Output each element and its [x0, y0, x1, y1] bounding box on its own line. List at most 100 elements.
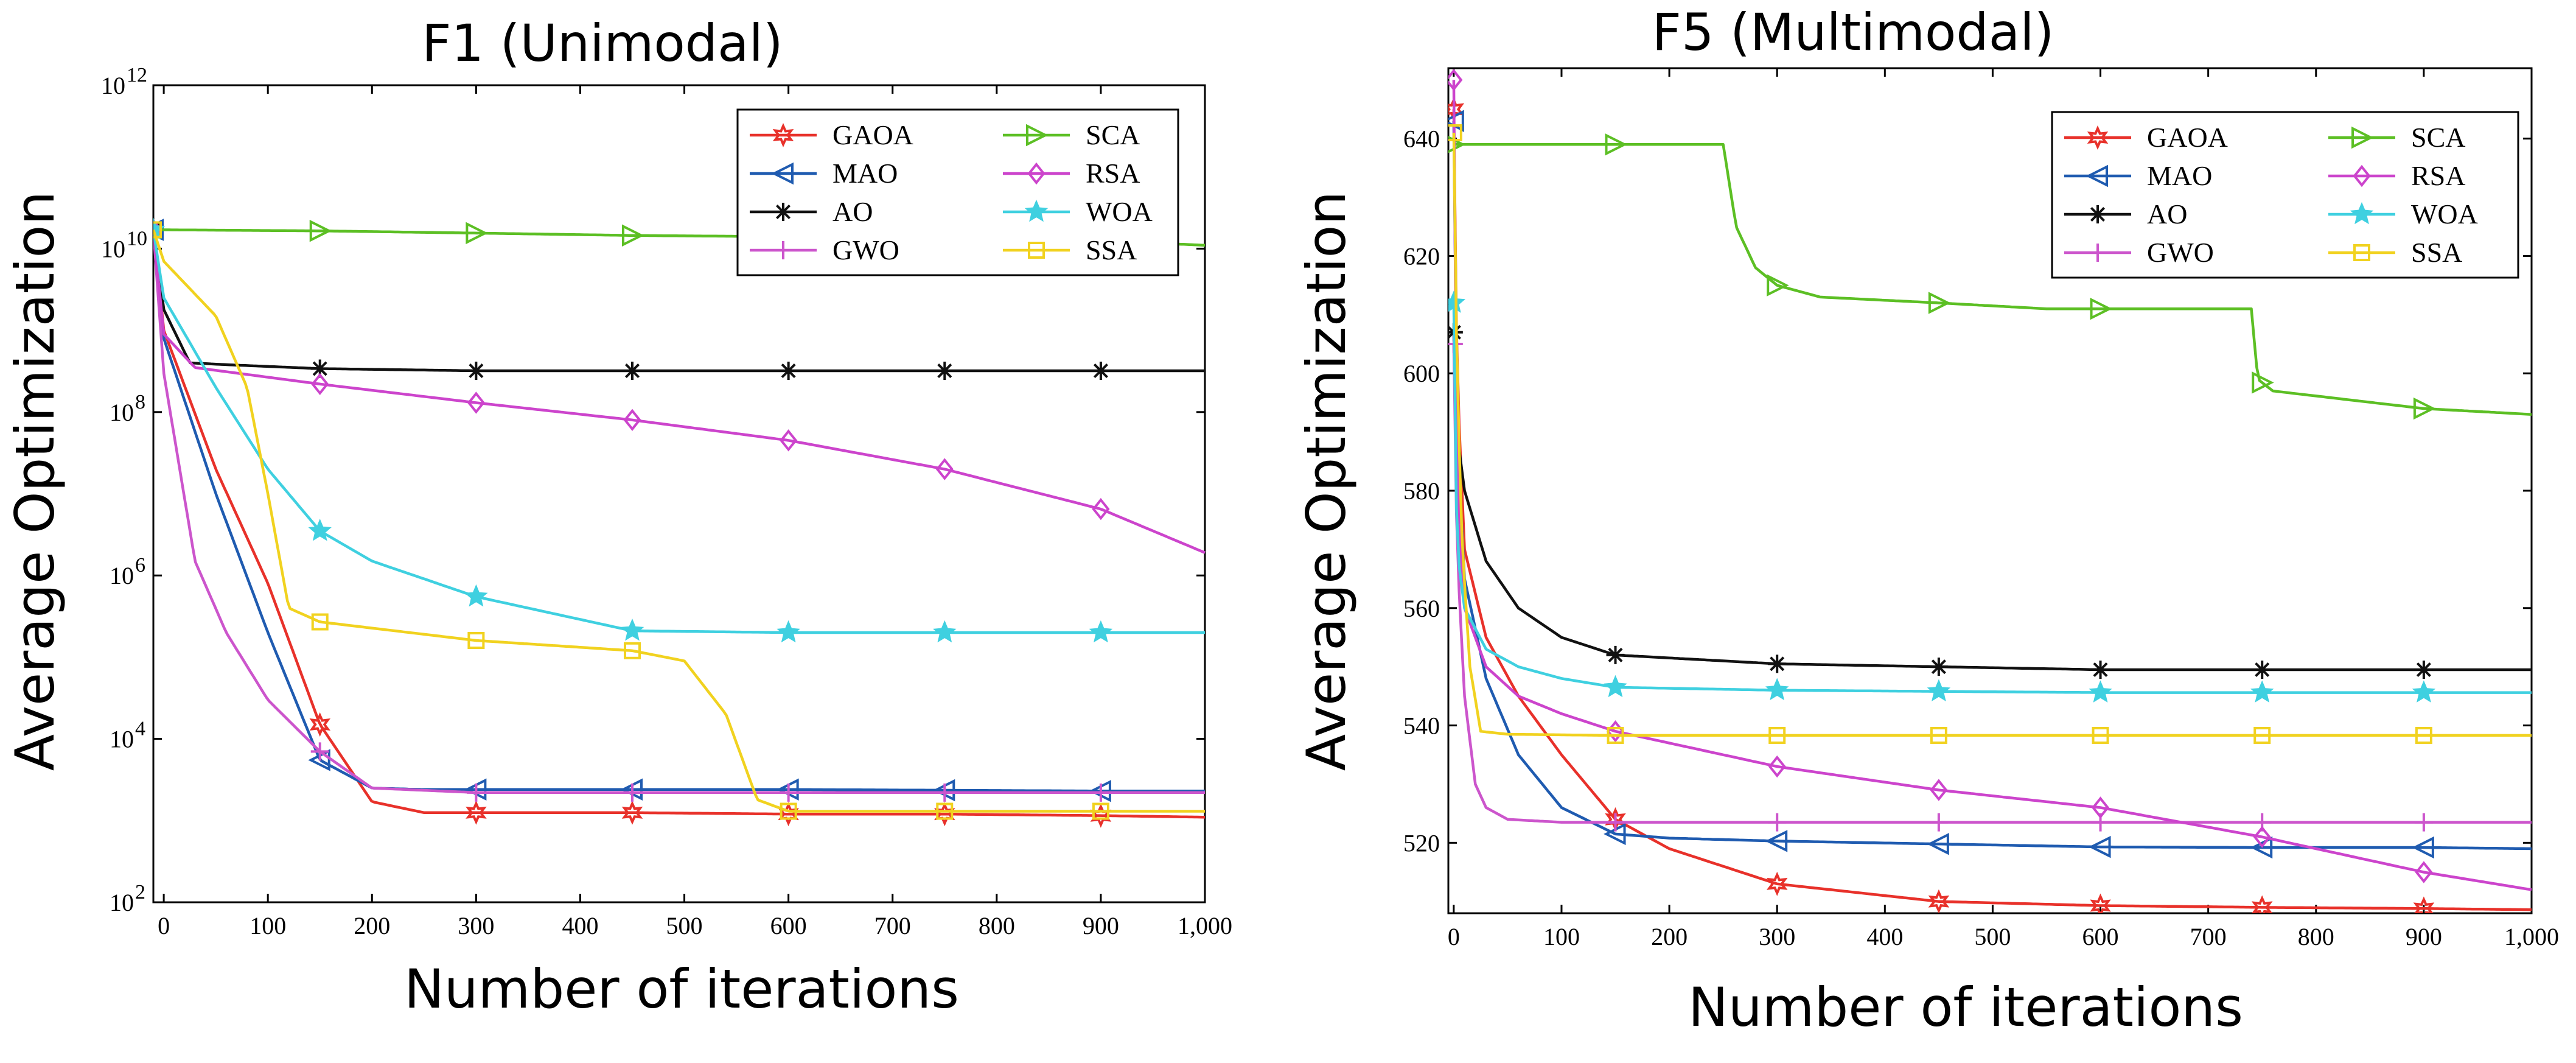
- y-tick-label: 10: [101, 235, 125, 262]
- data-point-ssa: [2092, 726, 2109, 744]
- x-tick-label: 1,000: [1178, 912, 1232, 939]
- series-line-mao: [153, 230, 1205, 793]
- data-point-ao: [1768, 654, 1787, 673]
- legend: GAOA MAO AO GWO SCA RSA WOA SSA: [2051, 111, 2519, 279]
- legend-item: SCA: [1003, 119, 1140, 150]
- series-ssa: [1448, 124, 2532, 744]
- series-line-ssa: [153, 229, 1205, 813]
- legend-marker: [2351, 126, 2374, 149]
- legend-item: SSA: [2328, 237, 2462, 268]
- data-point-woa: [2089, 680, 2112, 703]
- legend-marker: [1027, 162, 1045, 185]
- legend-item: GAOA: [2064, 122, 2228, 153]
- legend-label: GWO: [2147, 237, 2214, 268]
- series-line-woa: [1452, 303, 2532, 694]
- series-gwo: [1448, 335, 2532, 832]
- y-tick-label: 520: [1403, 829, 1440, 857]
- legend-label: AO: [2147, 198, 2187, 230]
- legend-label: AO: [832, 196, 873, 227]
- legend-marker: [1024, 199, 1049, 222]
- data-point-woa: [1765, 678, 1789, 701]
- data-point-ao: [2414, 660, 2433, 679]
- data-point-sca: [2252, 371, 2274, 394]
- chart-title: F5 (Multimodal): [1652, 2, 2054, 62]
- x-tick-label: 1,000: [2504, 923, 2559, 950]
- x-tick-label: 200: [1651, 923, 1688, 950]
- data-point-rsa: [467, 391, 485, 414]
- legend-marker: [2086, 164, 2108, 188]
- data-point-rsa: [935, 458, 954, 480]
- y-tick-label: 580: [1403, 477, 1440, 505]
- legend-label: MAO: [2147, 160, 2212, 191]
- data-point-rsa: [1092, 497, 1110, 521]
- data-point-ssa: [467, 632, 485, 650]
- legend-marker: [2087, 125, 2109, 150]
- series-line-gaoa: [153, 230, 1205, 819]
- data-point-gwo: [1091, 783, 1110, 802]
- legend-label: GAOA: [2147, 122, 2228, 153]
- data-point-gwo: [935, 783, 954, 802]
- data-point-ssa: [1092, 802, 1109, 820]
- x-tick-label: 900: [2406, 923, 2442, 950]
- series-ao: [1448, 323, 2532, 679]
- data-point-rsa: [2415, 861, 2433, 883]
- data-point-ssa: [2253, 726, 2271, 744]
- y-axis-label: Average Optimization: [1295, 191, 1358, 771]
- data-point-ao: [467, 362, 486, 381]
- y-tick-label-exponent: 10: [127, 227, 147, 250]
- series-rsa: [153, 219, 1206, 554]
- legend-marker: [1026, 124, 1049, 147]
- data-point-rsa: [1448, 69, 1463, 91]
- data-point-mao: [2089, 835, 2111, 858]
- data-point-sca: [1767, 274, 1789, 296]
- data-point-gaoa: [309, 712, 330, 737]
- y-tick-label: 10: [110, 562, 134, 589]
- data-point-gwo: [1929, 813, 1948, 832]
- data-point-ao: [2253, 660, 2272, 679]
- legend-marker: [1028, 242, 1045, 259]
- legend-item: MAO: [750, 158, 898, 189]
- legend-item: AO: [750, 196, 873, 227]
- data-point-gaoa: [2090, 893, 2111, 913]
- data-point-ao: [935, 362, 954, 381]
- data-point-woa: [620, 619, 644, 641]
- data-point-ssa: [2415, 726, 2432, 744]
- x-tick-label: 800: [2298, 923, 2334, 950]
- data-point-gaoa: [1928, 889, 1950, 913]
- data-point-rsa: [2091, 796, 2110, 819]
- legend-item: RSA: [1003, 158, 1140, 189]
- legend-label: GWO: [832, 234, 899, 265]
- legend-label: SCA: [2411, 122, 2465, 153]
- series-line-ssa: [1452, 132, 2532, 737]
- y-tick-label: 560: [1403, 595, 1440, 622]
- x-tick-label: 900: [1083, 912, 1119, 939]
- data-point-sca: [2090, 297, 2113, 320]
- data-point-gaoa: [1766, 871, 1788, 896]
- data-point-ssa: [1768, 726, 1786, 744]
- data-point-ssa: [1930, 726, 1947, 744]
- x-tick-label: 700: [2190, 923, 2227, 950]
- legend-item: GWO: [2064, 237, 2214, 268]
- data-point-ssa: [153, 221, 162, 239]
- legend-label: WOA: [2411, 198, 2478, 230]
- legend-label: WOA: [1086, 196, 1153, 227]
- y-tick-label: 10: [110, 889, 134, 916]
- legend-item: AO: [2064, 198, 2187, 230]
- x-tick-label: 0: [158, 912, 170, 939]
- data-point-gwo: [467, 783, 486, 802]
- legend-marker: [772, 123, 794, 147]
- data-point-ssa: [311, 613, 329, 631]
- data-point-woa: [1604, 675, 1627, 698]
- data-point-gwo: [2414, 813, 2433, 832]
- data-point-rsa: [1768, 755, 1786, 778]
- y-tick-label: 540: [1403, 712, 1440, 740]
- series-woa: [1448, 290, 2532, 703]
- legend-item: MAO: [2064, 160, 2212, 191]
- y-tick-label-exponent: 2: [135, 881, 145, 903]
- y-tick-label: 640: [1403, 125, 1440, 153]
- data-point-ao: [779, 362, 798, 381]
- data-point-mao: [1765, 830, 1788, 852]
- data-point-rsa: [623, 409, 641, 432]
- legend-label: RSA: [1086, 158, 1140, 189]
- legend-label: GAOA: [832, 119, 913, 150]
